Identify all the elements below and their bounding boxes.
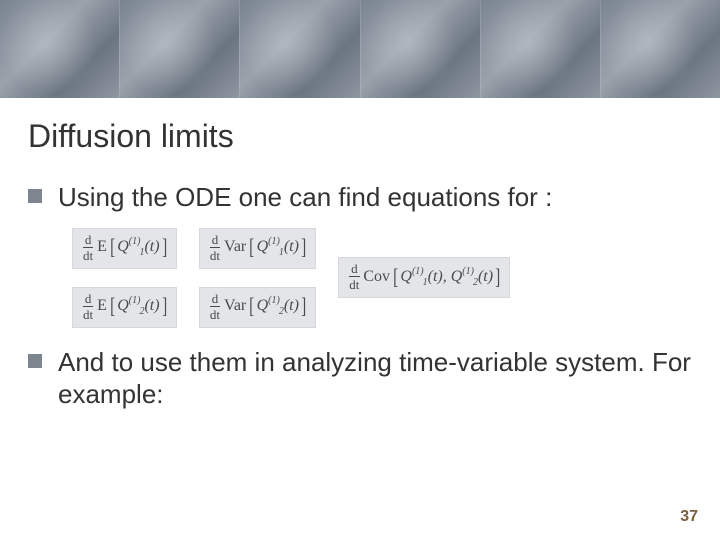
equation: ddt Cov [Q(1)1(t), Q(1)2(t)]	[338, 257, 510, 298]
bullet-item: Using the ODE one can find equations for…	[28, 181, 692, 214]
slide-number: 37	[680, 508, 698, 526]
banner-photo	[481, 0, 601, 98]
header-banner	[0, 0, 720, 98]
banner-photo	[601, 0, 720, 98]
equation-column: ddt E [Q(1)1(t)] ddt E [Q(1)2(t)]	[72, 228, 177, 328]
equation-column: ddt Var [Q(1)1(t)] ddt Var [Q(1)2(t)]	[199, 228, 316, 328]
equation: ddt Var [Q(1)2(t)]	[199, 287, 316, 328]
bullet-text: And to use them in analyzing time-variab…	[58, 346, 692, 411]
bullet-marker-icon	[28, 354, 42, 368]
equation: ddt Var [Q(1)1(t)]	[199, 228, 316, 269]
bullet-marker-icon	[28, 189, 42, 203]
equation: ddt E [Q(1)2(t)]	[72, 287, 177, 328]
slide-content: Diffusion limits Using the ODE one can f…	[0, 98, 720, 411]
equation-column: ddt Cov [Q(1)1(t), Q(1)2(t)]	[338, 257, 510, 298]
banner-photo	[240, 0, 360, 98]
bullet-text: Using the ODE one can find equations for…	[58, 181, 552, 214]
banner-photo	[0, 0, 120, 98]
equation: ddt E [Q(1)1(t)]	[72, 228, 177, 269]
banner-photo	[361, 0, 481, 98]
slide-title: Diffusion limits	[28, 118, 692, 155]
bullet-item: And to use them in analyzing time-variab…	[28, 346, 692, 411]
banner-photo	[120, 0, 240, 98]
equation-group: ddt E [Q(1)1(t)] ddt E [Q(1)2(t)] ddt Va…	[72, 228, 692, 328]
